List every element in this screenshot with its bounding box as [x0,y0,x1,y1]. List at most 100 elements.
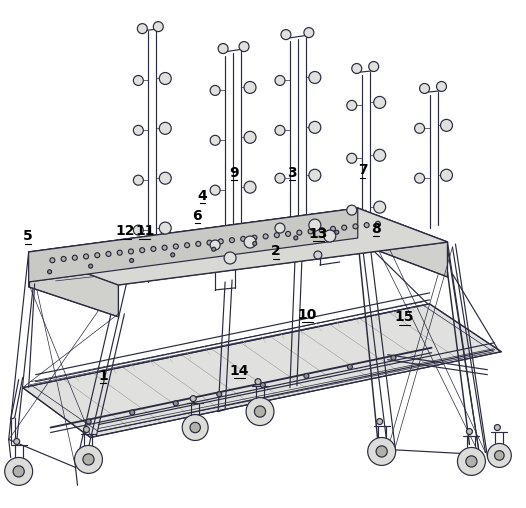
Circle shape [244,81,256,93]
Circle shape [324,230,336,242]
Circle shape [229,238,235,243]
Text: 11: 11 [135,224,155,238]
Circle shape [75,446,103,473]
Circle shape [458,448,485,475]
Circle shape [224,252,236,264]
Circle shape [488,443,511,467]
Circle shape [84,427,89,432]
Text: 14: 14 [230,364,249,377]
Circle shape [129,259,134,263]
Circle shape [244,132,256,143]
Circle shape [162,245,167,250]
Circle shape [275,76,285,85]
Circle shape [159,222,171,234]
Circle shape [159,73,171,84]
Text: 7: 7 [358,164,368,177]
Circle shape [376,221,380,227]
Circle shape [137,24,147,34]
Circle shape [14,438,19,444]
Text: 6: 6 [193,209,202,223]
Circle shape [159,172,171,184]
Text: 3: 3 [287,166,297,180]
Circle shape [196,241,201,246]
Circle shape [134,175,143,185]
Circle shape [84,254,88,259]
Circle shape [347,101,357,110]
Circle shape [377,419,383,425]
Circle shape [153,22,163,31]
Circle shape [83,454,94,465]
Circle shape [170,253,175,257]
Circle shape [297,230,302,235]
Circle shape [391,355,396,360]
Circle shape [159,122,171,134]
Text: 8: 8 [371,221,381,236]
Circle shape [440,169,452,181]
Circle shape [260,383,265,388]
Circle shape [210,85,220,96]
Circle shape [182,415,208,440]
Circle shape [275,223,285,233]
Circle shape [241,236,246,241]
Circle shape [347,364,352,369]
Circle shape [309,219,321,231]
Circle shape [50,258,55,263]
Circle shape [352,64,362,74]
Polygon shape [358,208,448,277]
Circle shape [86,419,91,424]
Circle shape [286,231,290,236]
Circle shape [239,42,249,51]
Circle shape [275,173,285,183]
Circle shape [309,121,321,133]
Circle shape [368,437,396,465]
Circle shape [47,270,52,274]
Circle shape [353,224,358,229]
Circle shape [414,123,424,133]
Circle shape [309,169,321,181]
Circle shape [210,240,220,250]
Circle shape [134,125,143,135]
Circle shape [134,225,143,235]
Polygon shape [23,304,501,437]
Circle shape [304,27,314,38]
Circle shape [440,119,452,132]
Circle shape [314,251,322,259]
Text: 5: 5 [23,229,33,243]
Circle shape [117,250,122,255]
Circle shape [73,255,77,260]
Text: 10: 10 [298,308,317,322]
Circle shape [309,72,321,83]
Circle shape [335,230,339,234]
Circle shape [88,264,93,268]
Circle shape [255,378,261,385]
Circle shape [373,149,386,161]
Circle shape [185,243,189,248]
Circle shape [106,251,111,257]
Circle shape [218,44,228,53]
Circle shape [173,401,178,406]
Circle shape [376,446,387,457]
Polygon shape [28,208,358,282]
Circle shape [347,153,357,163]
Text: 15: 15 [395,310,414,324]
Circle shape [128,249,134,254]
Circle shape [252,241,257,245]
Circle shape [218,239,223,244]
Text: 9: 9 [229,166,239,180]
Circle shape [13,466,24,477]
Circle shape [244,236,256,248]
Circle shape [134,76,143,85]
Circle shape [252,235,257,240]
Circle shape [211,247,216,251]
Circle shape [347,205,357,215]
Circle shape [373,97,386,108]
Text: 13: 13 [308,227,328,241]
Circle shape [207,240,212,245]
Circle shape [140,248,145,252]
Circle shape [342,225,347,230]
Circle shape [294,236,298,240]
Circle shape [281,29,291,40]
Circle shape [275,125,285,135]
Circle shape [263,234,268,239]
Text: 12: 12 [115,224,135,238]
